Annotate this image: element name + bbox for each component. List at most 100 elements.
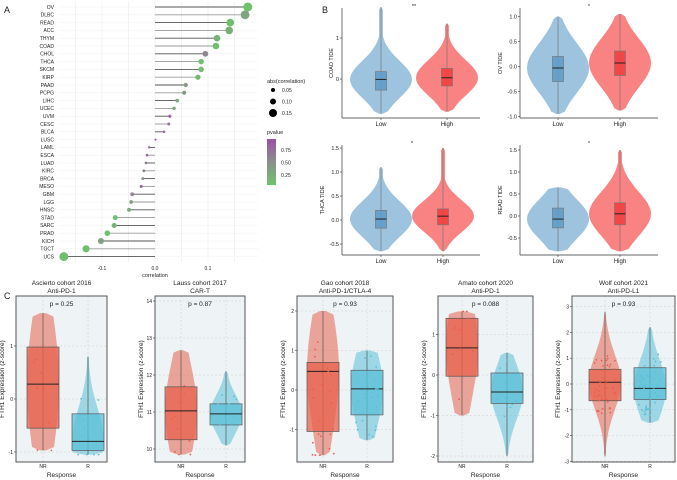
jitter-point bbox=[649, 385, 652, 388]
lollipop-dot bbox=[167, 122, 171, 126]
category-label: UCEC bbox=[40, 106, 55, 112]
y-tick-label: -1.0 bbox=[508, 115, 517, 121]
size-legend-label: 0.15 bbox=[282, 111, 292, 117]
category-label: BRCA bbox=[40, 176, 55, 182]
category-label: LUAD bbox=[41, 161, 55, 167]
y-tick-label: -2 bbox=[431, 454, 436, 460]
category-label: THCA bbox=[40, 59, 54, 65]
size-legend-dot bbox=[269, 109, 277, 117]
jitter-point bbox=[228, 403, 230, 405]
lollipop-dot bbox=[154, 138, 157, 141]
x-tick-label: NR bbox=[458, 464, 466, 470]
chart-subtitle: Anti-PD-1 bbox=[47, 288, 76, 295]
significance-label: ** bbox=[412, 4, 417, 10]
jitter-point bbox=[370, 391, 373, 394]
jitter-point bbox=[327, 370, 330, 373]
jitter-point bbox=[32, 361, 35, 363]
jitter-point bbox=[465, 310, 468, 313]
jitter-point bbox=[176, 428, 179, 430]
jitter-point bbox=[504, 396, 507, 399]
box bbox=[552, 207, 564, 229]
jitter-point bbox=[657, 353, 660, 356]
box bbox=[26, 346, 60, 429]
jitter-point bbox=[598, 393, 600, 396]
y-tick-label: -1 bbox=[431, 414, 436, 420]
chart-title: Ascierto cohort 2016 bbox=[32, 280, 92, 287]
box bbox=[209, 403, 243, 426]
chart-title: Amato cohort 2020 bbox=[458, 280, 513, 287]
y-axis-label: FTH1 Expression (z-score) bbox=[555, 340, 562, 418]
jitter-point bbox=[183, 393, 186, 396]
jitter-point bbox=[311, 441, 314, 444]
y-tick-label: 1.0 bbox=[509, 170, 517, 176]
jitter-point bbox=[605, 386, 608, 389]
jitter-point bbox=[503, 381, 506, 384]
category-label: GBM bbox=[43, 192, 54, 198]
jitter-point bbox=[332, 452, 335, 455]
jitter-point bbox=[653, 364, 656, 367]
jitter-point bbox=[604, 382, 607, 385]
plot-frame bbox=[15, 295, 108, 463]
jitter-point bbox=[609, 363, 612, 366]
lollipop-dot bbox=[175, 98, 180, 103]
x-tick-label: High bbox=[614, 259, 626, 265]
y-tick-label: -1 bbox=[290, 428, 295, 434]
jitter-point bbox=[654, 391, 657, 394]
jitter-point bbox=[189, 453, 192, 456]
jitter-point bbox=[363, 412, 365, 415]
jitter-point bbox=[43, 388, 46, 391]
y-axis-label: READ TIDE bbox=[498, 185, 504, 215]
box bbox=[552, 56, 564, 82]
jitter-point bbox=[641, 376, 644, 379]
jitter-point bbox=[597, 410, 600, 412]
jitter-point bbox=[601, 377, 604, 379]
category-label: LAML bbox=[41, 145, 54, 151]
jitter-point bbox=[223, 415, 226, 418]
y-tick-label: 2 bbox=[566, 330, 569, 336]
lollipop-dot bbox=[198, 58, 204, 65]
jitter-point bbox=[188, 440, 191, 442]
y-tick-label: 14 bbox=[146, 299, 152, 305]
jitter-point bbox=[640, 383, 642, 386]
jitter-point bbox=[644, 413, 647, 416]
jitter-point bbox=[593, 362, 596, 364]
jitter-point bbox=[515, 399, 517, 401]
lollipop-dot bbox=[202, 50, 209, 57]
x-tick-label: R bbox=[648, 464, 652, 470]
y-tick-label: 12 bbox=[146, 373, 152, 379]
jitter-point bbox=[178, 453, 180, 456]
jitter-point bbox=[638, 385, 640, 388]
y-tick-label: 1 bbox=[336, 36, 339, 42]
jitter-point bbox=[658, 378, 661, 381]
jitter-point bbox=[375, 366, 378, 368]
box bbox=[306, 362, 340, 432]
lollipop-dot bbox=[111, 222, 117, 228]
jitter-point bbox=[171, 417, 173, 420]
jitter-point bbox=[643, 413, 646, 416]
jitter-point bbox=[646, 374, 649, 377]
jitter-point bbox=[598, 390, 600, 392]
y-tick-label: 1 bbox=[291, 349, 294, 355]
x-tick-label: Low bbox=[375, 122, 387, 128]
jitter-point bbox=[364, 357, 367, 360]
jitter-point bbox=[606, 355, 609, 357]
y-tick-label: 0 bbox=[432, 373, 435, 379]
jitter-point bbox=[649, 382, 652, 385]
jitter-point bbox=[97, 399, 100, 401]
lollipop-dot bbox=[82, 245, 90, 253]
panel-label-a: A bbox=[4, 5, 10, 15]
jitter-point bbox=[639, 380, 642, 382]
jitter-point bbox=[467, 317, 470, 320]
y-tick-label: -1 bbox=[9, 450, 14, 456]
jitter-point bbox=[329, 390, 332, 393]
jitter-point bbox=[598, 400, 601, 402]
jitter-point bbox=[647, 407, 649, 410]
jitter-point bbox=[506, 359, 509, 362]
jitter-point bbox=[644, 383, 647, 386]
jitter-point bbox=[217, 403, 219, 406]
category-label: PAAD bbox=[41, 83, 55, 89]
y-tick-label: 0.5 bbox=[509, 192, 517, 198]
x-axis-label: correlation bbox=[142, 273, 168, 279]
